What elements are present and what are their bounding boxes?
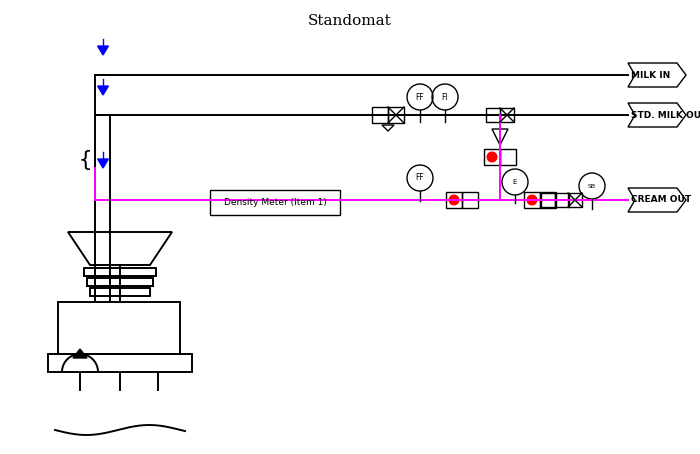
Polygon shape xyxy=(73,349,87,358)
Polygon shape xyxy=(97,159,108,168)
Bar xyxy=(210,190,340,215)
Text: {: { xyxy=(78,150,92,170)
Text: E: E xyxy=(513,179,517,185)
Circle shape xyxy=(527,195,537,205)
Bar xyxy=(58,302,180,354)
Text: Standomat: Standomat xyxy=(308,14,392,28)
Text: MILK IN: MILK IN xyxy=(631,70,671,79)
Bar xyxy=(500,108,514,122)
Bar xyxy=(462,192,478,208)
Text: FI: FI xyxy=(442,93,448,102)
Circle shape xyxy=(449,195,459,205)
Bar xyxy=(48,354,192,372)
Text: Density Meter (Item 1): Density Meter (Item 1) xyxy=(223,198,326,207)
Bar xyxy=(568,193,582,207)
Bar xyxy=(524,192,540,208)
Bar xyxy=(90,288,150,296)
Polygon shape xyxy=(97,46,108,55)
Bar xyxy=(87,278,153,286)
Text: STD. MILK OUT: STD. MILK OUT xyxy=(631,110,700,119)
Bar xyxy=(372,107,388,123)
Bar xyxy=(500,149,516,165)
Text: FF: FF xyxy=(416,173,424,183)
Polygon shape xyxy=(97,86,108,95)
Bar xyxy=(84,268,156,276)
Bar xyxy=(540,192,556,208)
Bar xyxy=(486,108,500,122)
Circle shape xyxy=(487,152,497,162)
Bar xyxy=(484,149,500,165)
Text: SB: SB xyxy=(588,183,596,188)
Bar xyxy=(446,192,462,208)
Bar xyxy=(555,193,569,207)
Bar xyxy=(388,107,404,123)
Text: CREAM OUT: CREAM OUT xyxy=(631,196,691,204)
Bar xyxy=(541,193,555,207)
Text: FF: FF xyxy=(416,93,424,102)
